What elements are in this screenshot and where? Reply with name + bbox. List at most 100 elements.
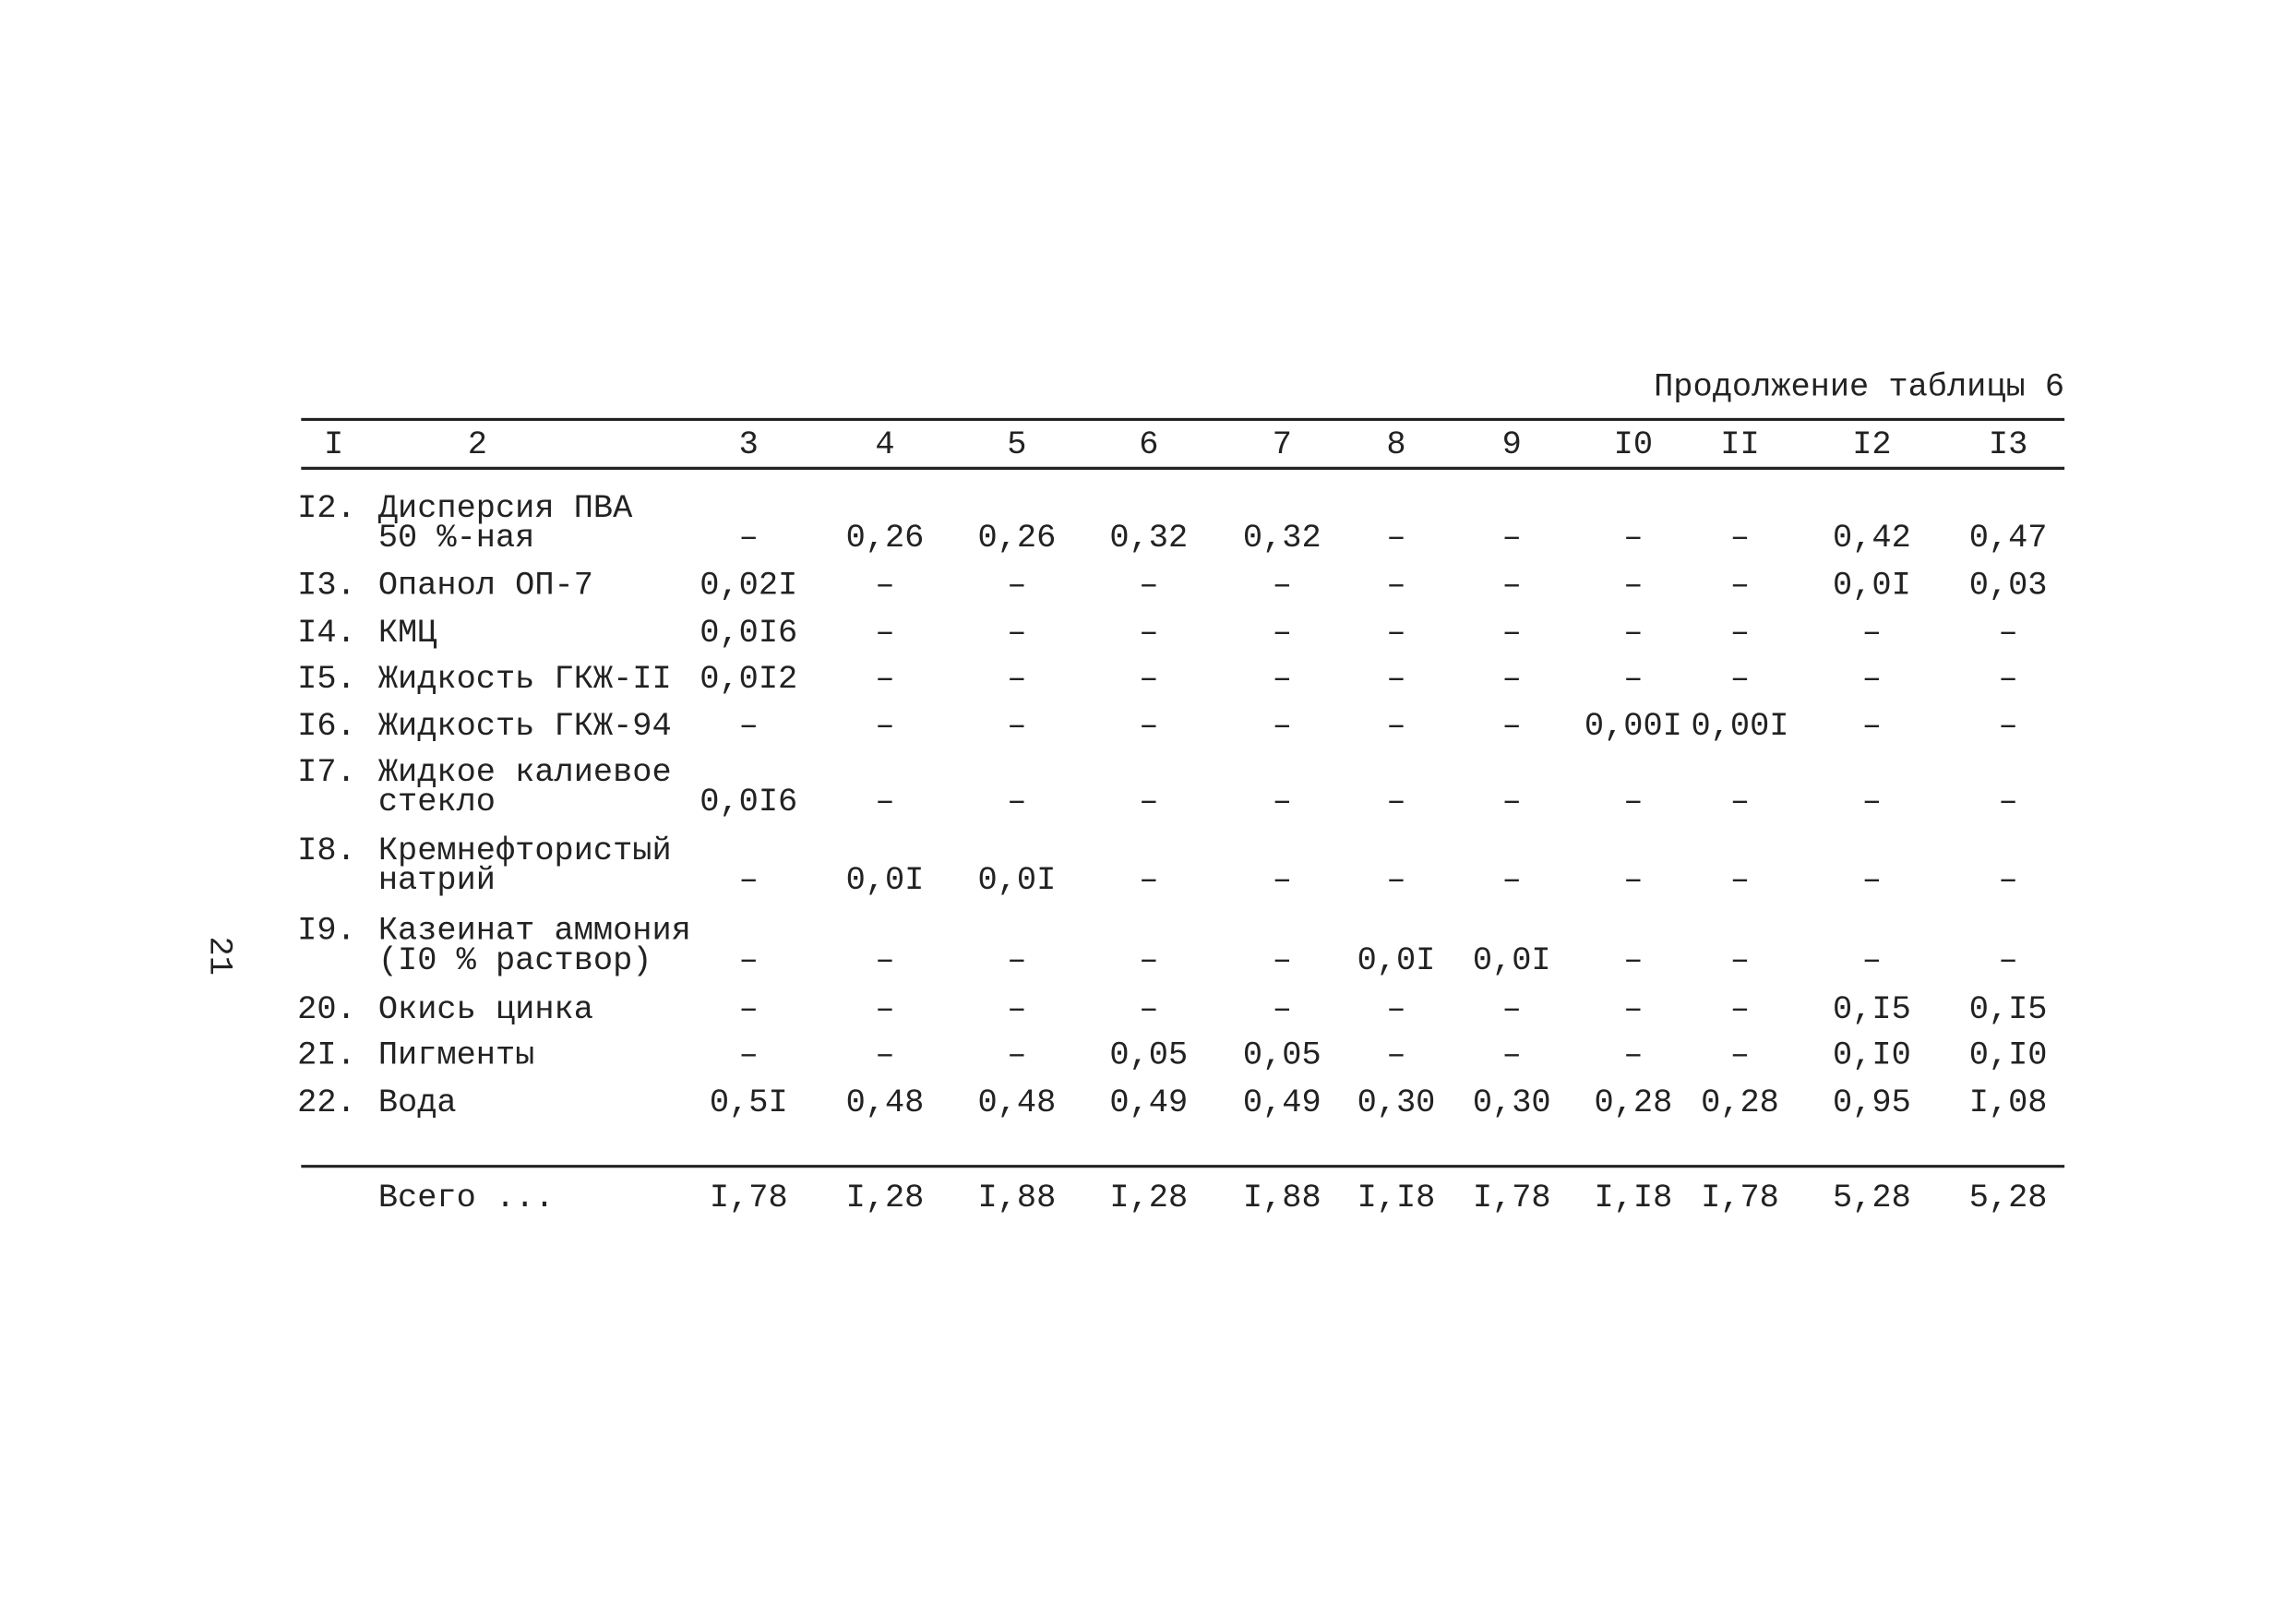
total-value: I,I8: [1357, 1180, 1436, 1216]
total-value: 5,28: [1833, 1180, 1911, 1216]
cell-value: –: [875, 568, 894, 605]
cell-value: 0,48: [846, 1084, 925, 1121]
cell-value: –: [1623, 784, 1643, 820]
cell-value: –: [1730, 862, 1750, 899]
cell-value: –: [1273, 991, 1292, 1028]
column-header: I3: [1989, 426, 2027, 463]
cell-value: –: [1862, 615, 1882, 652]
cell-value: –: [1623, 1037, 1643, 1074]
cell-value: 0,03: [1969, 568, 2048, 605]
cell-value: 0,30: [1473, 1084, 1551, 1121]
cell-value: –: [1999, 615, 2018, 652]
cell-value: 0,I5: [1833, 991, 1911, 1028]
cell-value: 0,0I6: [700, 615, 797, 652]
cell-value: –: [1623, 520, 1643, 557]
cell-value: –: [1623, 862, 1643, 899]
cell-value: –: [1730, 661, 1750, 698]
cell-value: –: [1623, 568, 1643, 605]
cell-value: –: [1730, 568, 1750, 605]
cell-value: –: [1502, 862, 1522, 899]
column-header: 3: [739, 426, 759, 463]
row-number: I7.: [297, 754, 356, 791]
cell-value: 0,32: [1243, 520, 1321, 557]
row-name: Кремнефтористый: [378, 832, 672, 869]
cell-value: 0,02I: [700, 568, 797, 605]
cell-value: –: [1007, 615, 1026, 652]
row-name: Жидкость ГКЖ-II: [378, 661, 672, 698]
cell-value: –: [1139, 784, 1158, 820]
cell-value: –: [1502, 520, 1522, 557]
column-header: II: [1720, 426, 1759, 463]
row-name: Жидкое калиевое: [378, 754, 672, 791]
cell-value: 0,32: [1109, 520, 1188, 557]
total-label: Всего ...: [378, 1180, 555, 1216]
cell-value: –: [739, 991, 759, 1028]
cell-value: –: [1273, 568, 1292, 605]
cell-value: 0,0I: [978, 862, 1057, 899]
cell-value: –: [875, 991, 894, 1028]
cell-value: 0,26: [846, 520, 925, 557]
column-header: 4: [875, 426, 894, 463]
cell-value: –: [1386, 991, 1405, 1028]
cell-value: 0,48: [978, 1084, 1057, 1121]
cell-value: –: [1139, 661, 1158, 698]
row-name: Окись цинка: [378, 991, 593, 1028]
cell-value: –: [1386, 862, 1405, 899]
total-value: I,28: [846, 1180, 925, 1216]
cell-value: –: [1273, 615, 1292, 652]
cell-value: –: [1502, 991, 1522, 1028]
cell-value: –: [1139, 568, 1158, 605]
cell-value: –: [1862, 708, 1882, 745]
total-value: I,I8: [1594, 1180, 1672, 1216]
column-header: 2: [468, 426, 487, 463]
cell-value: –: [1999, 661, 2018, 698]
column-header: I0: [1614, 426, 1653, 463]
cell-value: –: [875, 615, 894, 652]
cell-value: 0,30: [1357, 1084, 1436, 1121]
cell-value: 0,0I: [1357, 942, 1436, 979]
cell-value: –: [875, 1037, 894, 1074]
total-value: 5,28: [1969, 1180, 2048, 1216]
cell-value: –: [1730, 942, 1750, 979]
cell-value: –: [739, 520, 759, 557]
cell-value: –: [1862, 661, 1882, 698]
cell-value: –: [1386, 661, 1405, 698]
cell-value: –: [1273, 784, 1292, 820]
cell-value: –: [1273, 862, 1292, 899]
row-name: натрий: [378, 862, 496, 899]
row-number: I9.: [297, 913, 356, 950]
cell-value: –: [1730, 991, 1750, 1028]
cell-value: –: [875, 708, 894, 745]
total-value: I,78: [710, 1180, 788, 1216]
cell-value: –: [1623, 942, 1643, 979]
cell-value: 0,00I: [1584, 708, 1682, 745]
cell-value: –: [1139, 708, 1158, 745]
cell-value: 0,42: [1833, 520, 1911, 557]
cell-value: –: [1386, 568, 1405, 605]
table-caption: Продолжение таблицы 6: [1654, 368, 2064, 405]
cell-value: 0,47: [1969, 520, 2048, 557]
cell-value: –: [1862, 862, 1882, 899]
cell-value: –: [1999, 862, 2018, 899]
cell-value: –: [1502, 568, 1522, 605]
cell-value: –: [1139, 615, 1158, 652]
cell-value: –: [739, 1037, 759, 1074]
column-header: 9: [1502, 426, 1522, 463]
cell-value: 0,0I: [1473, 942, 1551, 979]
cell-value: 0,49: [1109, 1084, 1188, 1121]
cell-value: –: [1730, 615, 1750, 652]
cell-value: 0,00I: [1692, 708, 1789, 745]
cell-value: –: [1139, 991, 1158, 1028]
cell-value: –: [875, 942, 894, 979]
cell-value: 0,I0: [1969, 1037, 2048, 1074]
row-number: I2.: [297, 490, 356, 527]
row-name: Вода: [378, 1084, 457, 1121]
row-name: КМЦ: [378, 615, 437, 652]
row-number: I5.: [297, 661, 356, 698]
cell-value: –: [1999, 784, 2018, 820]
cell-value: –: [1999, 942, 2018, 979]
cell-value: –: [1502, 615, 1522, 652]
column-header: 6: [1139, 426, 1158, 463]
